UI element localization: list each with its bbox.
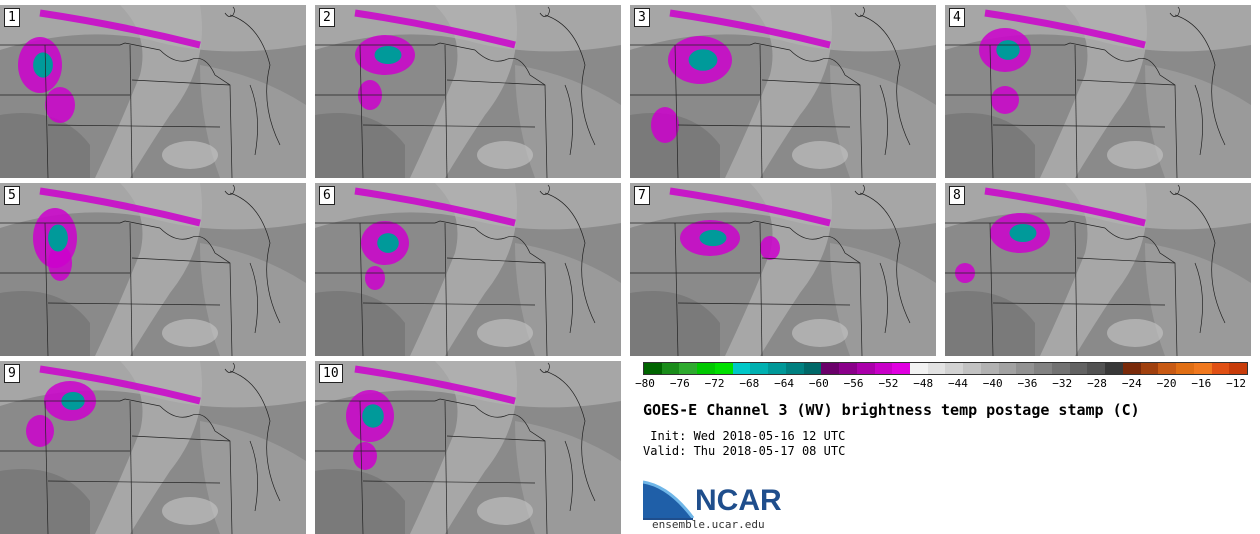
panel-label: 10 [319,364,343,383]
colorbar-swatch [1211,363,1230,374]
map-image [0,5,306,178]
colorbar-tick-label: −68 [739,377,760,390]
colorbar-swatch [963,363,981,374]
colorbar-tick-label: −80 [635,377,655,390]
colorbar-swatch [644,363,662,374]
panel-label: 7 [634,186,650,205]
colorbar-tick-label: −12 [1226,377,1247,390]
colorbar-tick-label: −32 [1052,377,1073,390]
colorbar-swatch [679,363,698,374]
panel-label: 4 [949,8,965,27]
colorbar-swatch [1034,363,1052,374]
logo-url: ensemble.ucar.edu [652,518,765,531]
colorbar-swatch [768,363,786,374]
map-panel-1: 1 [0,5,306,178]
colorbar-swatch [1158,363,1177,374]
colorbar-swatch [1140,363,1159,374]
panel-label: 8 [949,186,965,205]
colorbar-swatch [927,363,946,374]
colorbar-tick-label: −48 [913,377,934,390]
ncar-logo-icon [643,480,695,520]
map-image [945,5,1251,178]
map-panel-5: 5 [0,183,306,356]
colorbar-swatch [856,363,875,374]
colorbar-tick-label: −44 [947,377,968,390]
panel-label: 6 [319,186,335,205]
panel-label: 3 [634,8,650,27]
colorbar [643,362,1248,375]
map-panel-6: 6 [315,183,621,356]
colorbar-swatch [1016,363,1035,374]
colorbar-tick-label: −40 [982,377,1003,390]
map-panel-7: 7 [630,183,936,356]
map-image [315,5,621,178]
colorbar-tick-label: −16 [1191,377,1212,390]
colorbar-swatch [750,363,769,374]
map-panel-10: 10 [315,361,621,534]
colorbar-swatch [661,363,680,374]
colorbar-swatch [892,363,911,374]
colorbar-tick-label: −28 [1087,377,1107,390]
colorbar-ticks: −80 −76 −72 −68 −64 −60 −56 −52 −48 −44 −40 −36 −32 −… [635,377,1248,393]
colorbar-swatch [998,363,1017,374]
colorbar-swatch [714,363,733,374]
colorbar-swatch [1193,363,1212,374]
colorbar-tick-label: −76 [669,377,690,390]
colorbar-swatch [839,363,857,374]
colorbar-swatch [980,363,999,374]
map-image [630,5,936,178]
colorbar-swatch [732,363,751,374]
colorbar-tick-label: −56 [843,377,864,390]
colorbar-swatch [945,363,964,374]
colorbar-swatch [821,363,840,374]
colorbar-swatch [1176,363,1194,374]
colorbar-tick-label: −72 [704,377,725,390]
colorbar-swatch [1122,363,1141,374]
colorbar-tick-label: −64 [774,377,795,390]
plot-title: GOES-E Channel 3 (WV) brightness temp po… [643,401,1140,419]
map-image [315,183,621,356]
colorbar-swatch [1105,363,1123,374]
panel-label: 2 [319,8,335,27]
map-image [630,183,936,356]
colorbar-tick-label: −52 [878,377,899,390]
map-panel-4: 4 [945,5,1251,178]
colorbar-swatch [803,363,822,374]
colorbar-swatch [1229,363,1247,374]
panel-label: 5 [4,186,20,205]
colorbar-tick-label: −20 [1156,377,1177,390]
logo-text: NCAR [695,484,782,517]
map-image [0,361,306,534]
colorbar-swatch [785,363,804,374]
colorbar-swatch [697,363,715,374]
map-panel-3: 3 [630,5,936,178]
init-time: Init: Wed 2018-05-16 12 UTC [643,429,846,443]
colorbar-tick-label: −60 [808,377,829,390]
map-panel-2: 2 [315,5,621,178]
map-image [945,183,1251,356]
panel-label: 1 [4,8,20,27]
colorbar-tick-label: −24 [1121,377,1142,390]
colorbar-swatch [1069,363,1088,374]
colorbar-swatch [910,363,928,374]
map-panel-9: 9 [0,361,306,534]
colorbar-tick-label: −36 [1017,377,1038,390]
map-panel-8: 8 [945,183,1251,356]
colorbar-swatch [1051,363,1070,374]
colorbar-swatch [874,363,893,374]
map-image [315,361,621,534]
colorbar-swatch [1087,363,1106,374]
valid-time: Valid: Thu 2018-05-17 08 UTC [643,444,846,458]
panel-label: 9 [4,364,20,383]
map-image [0,183,306,356]
